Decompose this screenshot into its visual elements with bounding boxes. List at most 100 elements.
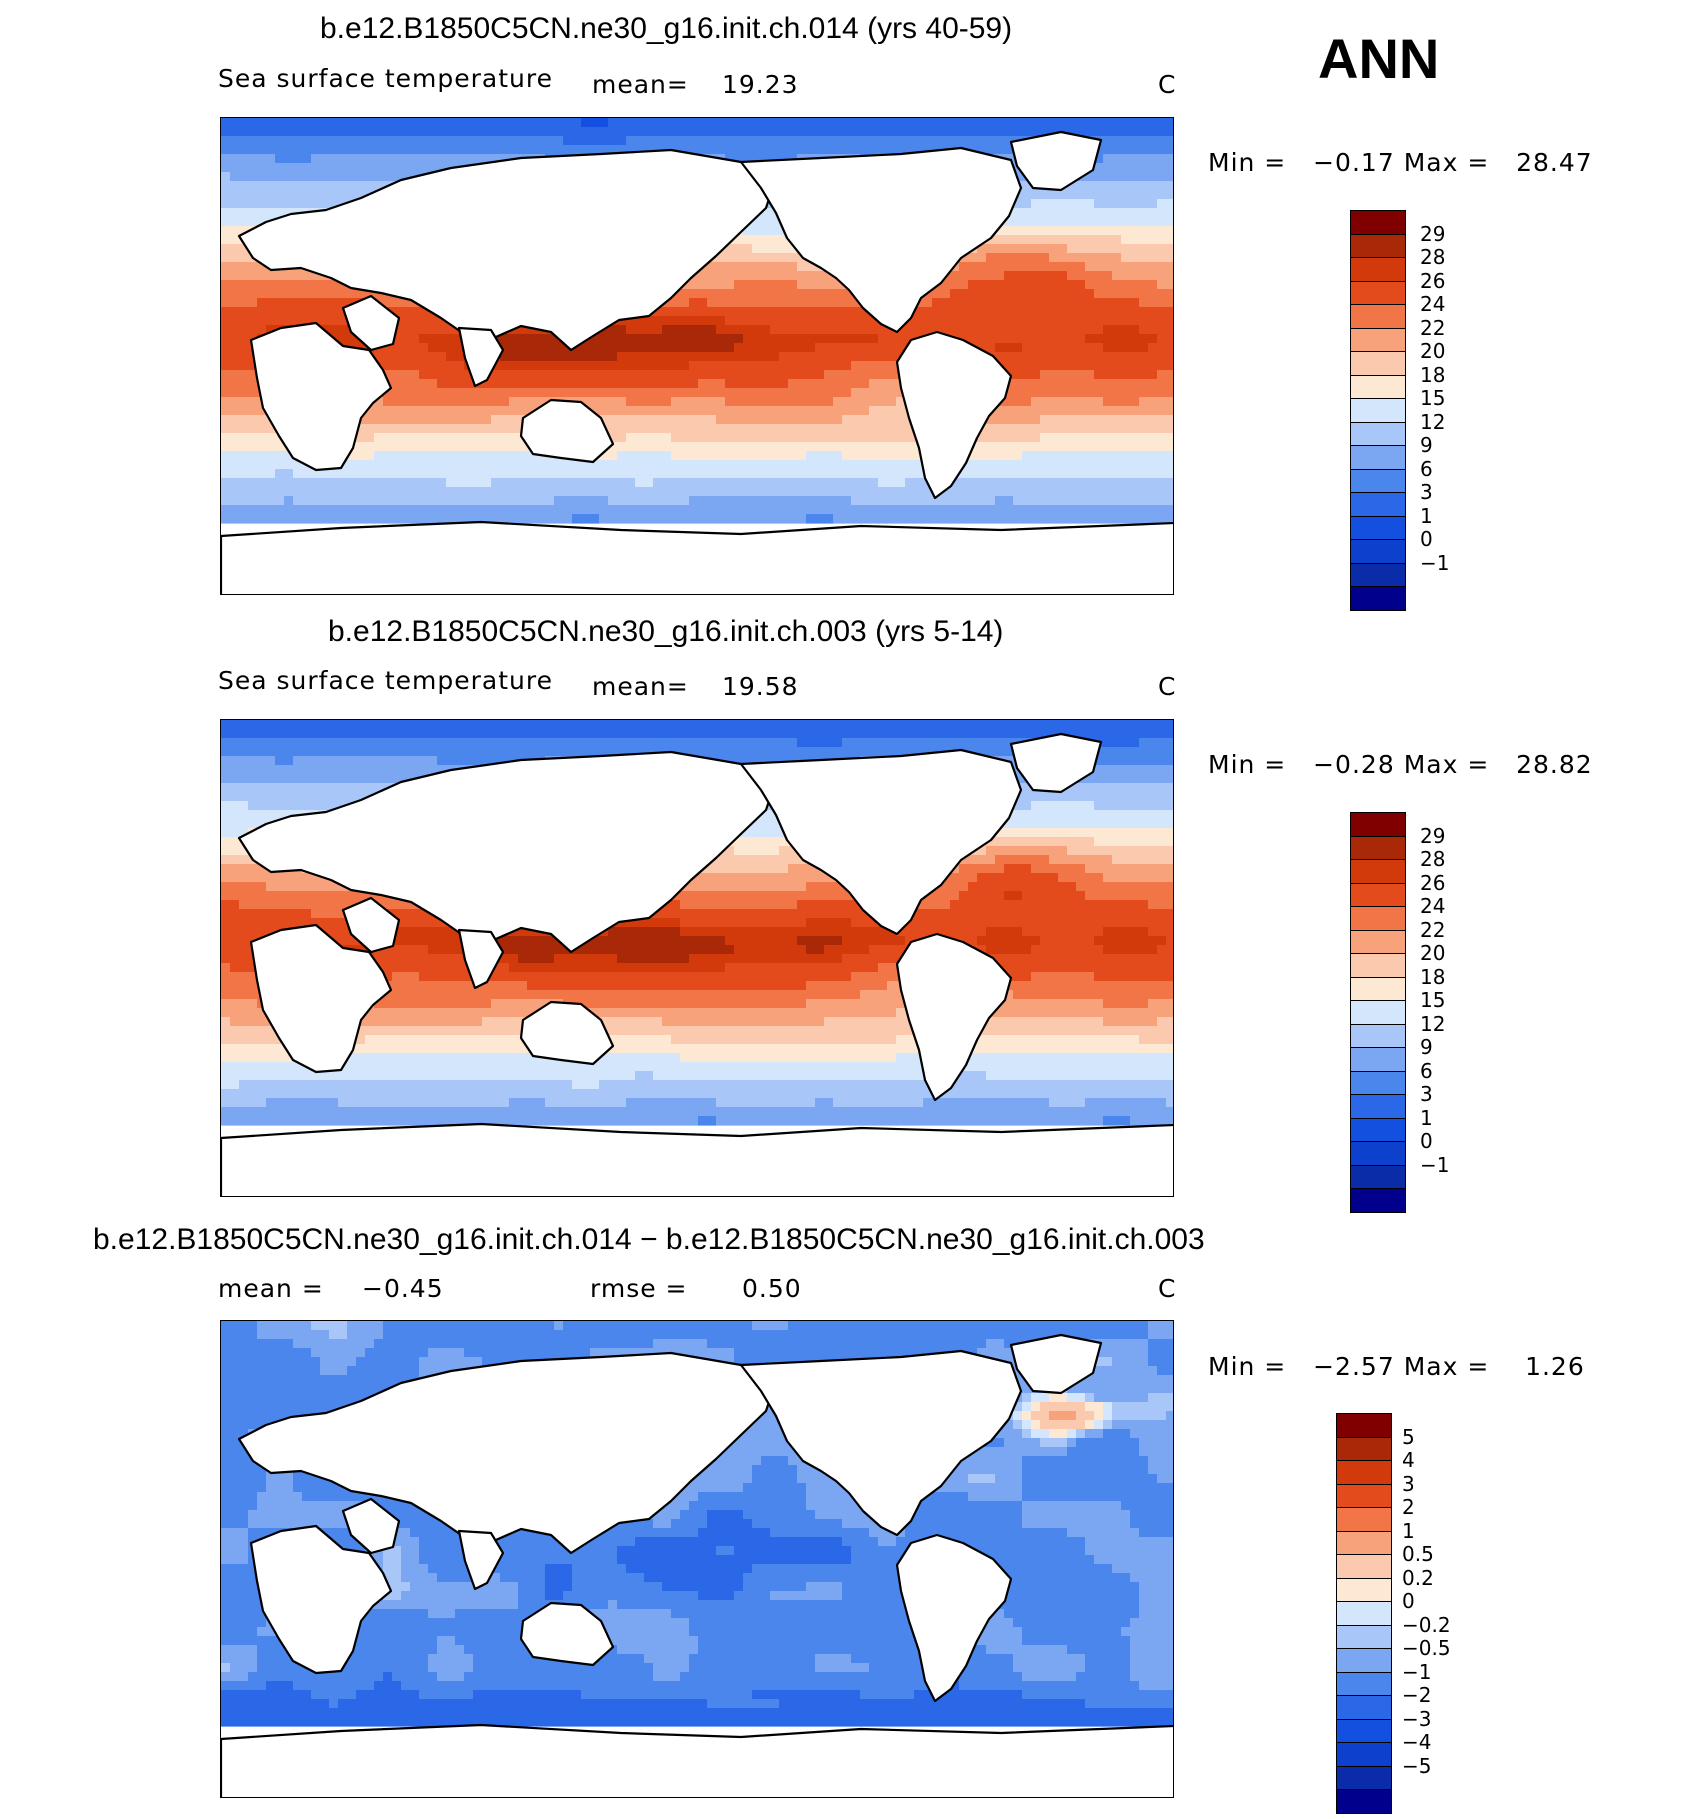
colorbar-cell [1336,1483,1392,1508]
panel-2-map [220,719,1174,1197]
colorbar-cell [1336,1648,1392,1673]
colorbar-cell [1336,1601,1392,1626]
colorbar-tick-label: 12 [1420,409,1446,434]
colorbar-cell [1350,859,1406,884]
colorbar-tick-label: 0 [1420,1129,1433,1153]
panel-3-map [220,1320,1174,1798]
colorbar-tick-label: 1 [1402,1518,1415,1543]
panel-1-variable: Sea surface temperature [218,64,553,93]
colorbar-cell [1336,1554,1392,1579]
colorbar-cell [1350,976,1406,1001]
colorbar-cell [1336,1765,1392,1790]
colorbar-cell [1350,906,1406,931]
panel-2-mean-label: mean= [592,672,689,701]
panel-3-rmse-value: 0.50 [742,1274,802,1303]
panel-3-min-label: Min = [1208,1352,1287,1381]
colorbar-tick-label: 20 [1420,941,1446,965]
colorbar-tick-label: 22 [1420,315,1446,340]
colorbar-tick-label: 2 [1402,1495,1415,1519]
colorbar-tick-label: 26 [1420,268,1446,293]
colorbar-cell [1336,1718,1392,1743]
colorbar-cell [1350,421,1406,446]
colorbar-tick-label: 9 [1420,433,1433,457]
sst-field-map [221,1321,1173,1797]
colorbar-cell [1336,1507,1392,1532]
colorbar-cell [1350,562,1406,587]
panel-1-max-value: 28.47 [1516,148,1593,177]
colorbar-tick-label: 6 [1420,1058,1433,1083]
panel-3-title: b.e12.B1850C5CN.ne30_g16.init.ch.014 − b… [93,1223,1205,1256]
sst-field-map [221,118,1173,594]
colorbar-cell [1350,233,1406,258]
panel-1-title: b.e12.B1850C5CN.ne30_g16.init.ch.014 (yr… [320,12,1013,45]
colorbar-cell [1336,1671,1392,1696]
colorbar-tick-label: 3 [1402,1471,1415,1496]
panel-1-min-label: Min = [1208,148,1287,177]
colorbar-tick-label: −0.5 [1402,1636,1451,1660]
panel-1-mean-value: 19.23 [722,70,799,99]
colorbar-cell [1350,374,1406,399]
panel-3-min-value: −2.57 [1313,1352,1395,1381]
colorbar-cell [1336,1413,1392,1438]
panel-3-minmax: Min = −2.57 Max = 1.26 [1208,1352,1585,1381]
panel-2-minmax: Min = −0.28 Max = 28.82 [1208,750,1593,779]
colorbar-tick-label: 12 [1420,1011,1446,1036]
colorbar-cell [1350,1141,1406,1166]
panel-2-mean-value: 19.58 [722,672,799,701]
colorbar-cell [1350,468,1406,493]
colorbar-tick-label: −1 [1402,1659,1432,1684]
colorbar-cell [1350,257,1406,282]
colorbar-cell [1336,1436,1392,1461]
colorbar-cell [1336,1530,1392,1555]
colorbar-cell [1350,492,1406,517]
colorbar-tick-label: 26 [1420,870,1446,895]
colorbar-cell [1336,1789,1392,1814]
continent-outlines [221,1333,1173,1797]
season-label: ANN [1318,27,1440,90]
colorbar-tick-label: 6 [1420,456,1433,481]
panel-2-title: b.e12.B1850C5CN.ne30_g16.init.ch.003 (yr… [328,615,1004,648]
colorbar-tick-label: 15 [1420,386,1446,410]
colorbar-tick-label: 15 [1420,988,1446,1012]
colorbar-cell [1350,304,1406,329]
panel-2-min-value: −0.28 [1313,750,1395,779]
colorbar-tick-label: 0.5 [1402,1542,1434,1566]
colorbar-tick-label: −1 [1420,550,1450,575]
panel-3-units: C [1158,1274,1177,1303]
colorbar-tick-label: 0 [1402,1589,1415,1613]
colorbar-tick-label: 18 [1420,362,1446,387]
colorbar-cell [1350,398,1406,423]
colorbar-cell [1336,1742,1392,1767]
panel-2-variable: Sea surface temperature [218,666,553,695]
colorbar-cell [1350,539,1406,564]
colorbar-cell [1350,1070,1406,1095]
colorbar-tick-label: 24 [1420,292,1446,316]
panel-3-max-label: Max = [1403,1352,1490,1381]
sst-field-map [221,720,1173,1196]
colorbar-tick-label: −2 [1402,1683,1432,1707]
colorbar-tick-label: 29 [1420,221,1446,246]
colorbar-tick-label: 3 [1420,1082,1433,1106]
colorbar-tick-label: 24 [1420,894,1446,918]
panel-3-mean-value: −0.45 [362,1274,444,1303]
colorbar-cell [1350,929,1406,954]
colorbar-tick-label: −5 [1402,1753,1432,1778]
colorbar-tick-label: 22 [1420,917,1446,942]
colorbar-tick-label: 9 [1420,1035,1433,1059]
colorbar-cell [1350,351,1406,376]
colorbar-cell [1350,812,1406,837]
colorbar-tick-label: 1 [1420,1105,1433,1130]
colorbar-cell [1350,1023,1406,1048]
panel-2-units: C [1158,672,1177,701]
panel-1-minmax: Min = −0.17 Max = 28.47 [1208,148,1593,177]
colorbar-cell [1350,210,1406,235]
panel-2-max-label: Max = [1403,750,1490,779]
colorbar-tick-label: −3 [1402,1706,1432,1731]
colorbar-cell [1336,1624,1392,1649]
colorbar-tick-label: 0.2 [1402,1565,1434,1590]
panel-2-max-value: 28.82 [1516,750,1593,779]
colorbar-cell [1350,835,1406,860]
colorbar-cell [1336,1577,1392,1602]
colorbar-tick-label: 5 [1402,1424,1415,1449]
panel-1-max-label: Max = [1403,148,1490,177]
